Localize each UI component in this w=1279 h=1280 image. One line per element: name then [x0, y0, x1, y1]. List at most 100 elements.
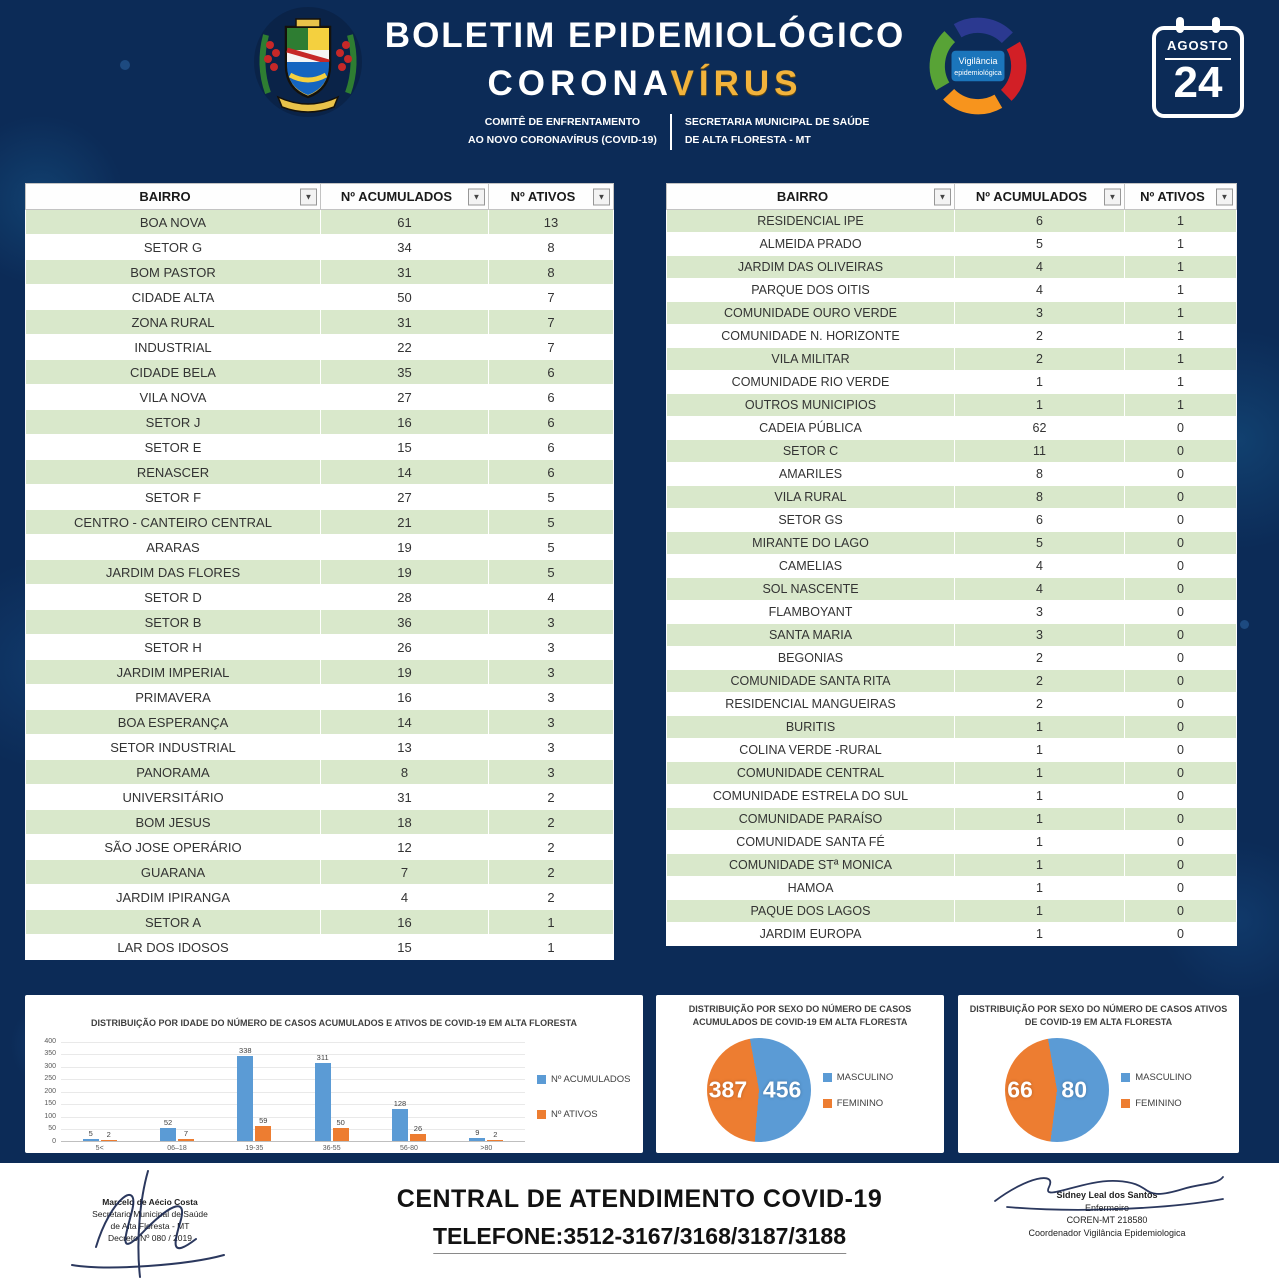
- bar-rect: [82, 1139, 99, 1141]
- x-axis-category-label: 56-80: [400, 1144, 418, 1152]
- table-row: CAMELIAS 4 0: [666, 554, 1237, 578]
- table-header-row: BAIRRO ▼ Nº ACUMULADOS ▼ Nº ATIVOS ▼: [666, 183, 1237, 210]
- table-row: VILA RURAL 8 0: [666, 485, 1237, 509]
- ativos-cell: 1: [1124, 324, 1237, 348]
- filter-dropdown-icon[interactable]: ▼: [934, 188, 951, 205]
- bairro-cell: COMUNIDADE SANTA RITA: [666, 669, 955, 693]
- x-axis-category-label: 19-35: [245, 1144, 264, 1152]
- bairro-cell: MIRANTE DO LAGO: [666, 531, 955, 555]
- ativos-cell: 0: [1124, 922, 1237, 946]
- age-distribution-bar-chart-panel: DISTRIBUIÇÃO POR IDADE DO NÚMERO DE CASO…: [25, 995, 643, 1153]
- table-row: COMUNIDADE ESTRELA DO SUL 1 0: [666, 784, 1237, 808]
- legend-item-feminino: FEMININO: [1121, 1098, 1191, 1109]
- bairro-cell: SETOR G: [25, 234, 321, 260]
- column-header-acumulados: Nº ACUMULADOS ▼: [954, 183, 1125, 210]
- table-row: RENASCER 14 6: [25, 459, 614, 485]
- acumulados-cell: 1: [954, 393, 1125, 417]
- table-row: CIDADE ALTA 50 7: [25, 284, 614, 310]
- legend-swatch-blue: [1121, 1072, 1131, 1082]
- pie-chart-title: DISTRIBUIÇÃO POR SEXO DO NÚMERO DE CASOS…: [969, 1004, 1228, 1027]
- pie-chart-body: 66 80 MASCULINO FEMININO: [966, 1038, 1231, 1143]
- ativos-cell: 1: [488, 909, 614, 935]
- ativos-cell: 2: [488, 859, 614, 885]
- bar-group: 338 59: [216, 1042, 293, 1141]
- acumulados-cell: 18: [320, 809, 489, 835]
- bar-rect: [332, 1128, 349, 1141]
- acumulados-cell: 15: [320, 434, 489, 460]
- ativos-cell: 3: [488, 759, 614, 785]
- accumulated-cases-pie-chart: 387 456: [706, 1038, 811, 1143]
- acumulados-cell: 1: [954, 761, 1125, 785]
- title-corona: CORONA: [487, 64, 671, 103]
- bulletin-subtitle-coronavirus: CORONAVÍRUS: [372, 64, 918, 104]
- bar-value-label: 9: [475, 1128, 480, 1138]
- legend-label: Nº ATIVOS: [551, 1108, 598, 1120]
- ativos-cell: 0: [1124, 830, 1237, 854]
- bairro-cell: SETOR C: [666, 439, 955, 463]
- hotline-title: CENTRAL DE ATENDIMENTO COVID-19: [396, 1185, 883, 1213]
- bar-rect: [409, 1134, 426, 1141]
- acumulados-cell: 1: [954, 830, 1125, 854]
- signature-name: Sidney Leal dos Santos: [1056, 1190, 1158, 1200]
- bairro-cell: BOA ESPERANÇA: [25, 709, 321, 735]
- calendar-ring-icon: [1212, 17, 1220, 33]
- legend-item-masculino: MASCULINO: [822, 1072, 893, 1083]
- ativos-cell: 3: [488, 634, 614, 660]
- filter-dropdown-icon[interactable]: ▼: [468, 188, 485, 205]
- legend-swatch-blue: [822, 1072, 832, 1082]
- acumulados-cell: 12: [320, 834, 489, 860]
- acumulados-cell: 27: [320, 384, 489, 410]
- bairro-cell: UNIVERSITÁRIO: [25, 784, 321, 810]
- table-row: OUTROS MUNICIPIOS 1 1: [666, 393, 1237, 417]
- y-axis-tick-label: 400: [44, 1037, 56, 1045]
- cycle-arrows-icon: Vigilância epidemiológica: [929, 17, 1027, 115]
- bar-acumulados: 311: [314, 1052, 331, 1141]
- bairro-cell: BOA NOVA: [25, 209, 321, 235]
- chart-gridline: [61, 1091, 525, 1093]
- ativos-cell: 0: [1124, 416, 1237, 440]
- acumulados-cell: 2: [954, 347, 1125, 371]
- ativos-cell: 0: [1124, 761, 1237, 785]
- bar-group: 128 26: [370, 1042, 447, 1141]
- table-row: COMUNIDADE PARAÍSO 1 0: [666, 807, 1237, 831]
- ativos-cell: 13: [488, 209, 614, 235]
- ativos-cell: 6: [488, 459, 614, 485]
- filter-dropdown-icon[interactable]: ▼: [593, 188, 610, 205]
- badge-text-line2: epidemiológica: [954, 69, 1002, 77]
- x-axis-category-label: 06–18: [167, 1144, 187, 1152]
- ativos-cell: 6: [488, 359, 614, 385]
- bar-acumulados: 128: [391, 1099, 408, 1141]
- column-header-label: Nº ACUMULADOS: [975, 189, 1088, 204]
- bairro-cell: SOL NASCENTE: [666, 577, 955, 601]
- ativos-cell: 1: [1124, 209, 1237, 233]
- ativos-cell: 0: [1124, 807, 1237, 831]
- filter-dropdown-icon[interactable]: ▼: [1216, 188, 1233, 205]
- table-row: SANTA MARIA 3 0: [666, 623, 1237, 647]
- acumulados-cell: 1: [954, 876, 1125, 900]
- bairro-cell: COLINA VERDE -RURAL: [666, 738, 955, 762]
- acumulados-cell: 31: [320, 784, 489, 810]
- table-row: MIRANTE DO LAGO 5 0: [666, 531, 1237, 555]
- hotline-phone-number: TELEFONE:3512-3167/3168/3187/3188: [432, 1223, 846, 1254]
- ativos-cell: 0: [1124, 554, 1237, 578]
- neighborhood-tables-section: BAIRRO ▼ Nº ACUMULADOS ▼ Nº ATIVOS ▼ BOA NO…: [25, 183, 1237, 960]
- table-row: PARQUE DOS OITIS 4 1: [666, 278, 1237, 302]
- filter-dropdown-icon[interactable]: ▼: [300, 188, 317, 205]
- acumulados-cell: 14: [320, 459, 489, 485]
- signature-name: Marcelo de Aécio Costa: [102, 1197, 198, 1207]
- x-axis-category-label: >80: [480, 1144, 493, 1152]
- secretariat-line2: DE ALTA FLORESTA - MT: [684, 133, 811, 146]
- bar-ativos: 2: [487, 1130, 504, 1141]
- signature-role: Secretario Municipal de Saúde: [92, 1208, 208, 1219]
- bar-rect: [391, 1108, 408, 1141]
- legend-item-acumulados: Nº ACUMULADOS: [537, 1074, 631, 1085]
- bar-value-label: 52: [163, 1117, 173, 1127]
- secretariat-line1: SECRETARIA MUNICIPAL DE SAÚDE: [684, 116, 870, 128]
- ativos-cell: 1: [1124, 370, 1237, 394]
- y-axis-tick-label: 300: [44, 1062, 56, 1070]
- filter-dropdown-icon[interactable]: ▼: [1104, 188, 1121, 205]
- ativos-cell: 1: [1124, 278, 1237, 302]
- bar-value-label: 311: [316, 1052, 329, 1062]
- y-axis-tick-label: 200: [44, 1087, 56, 1095]
